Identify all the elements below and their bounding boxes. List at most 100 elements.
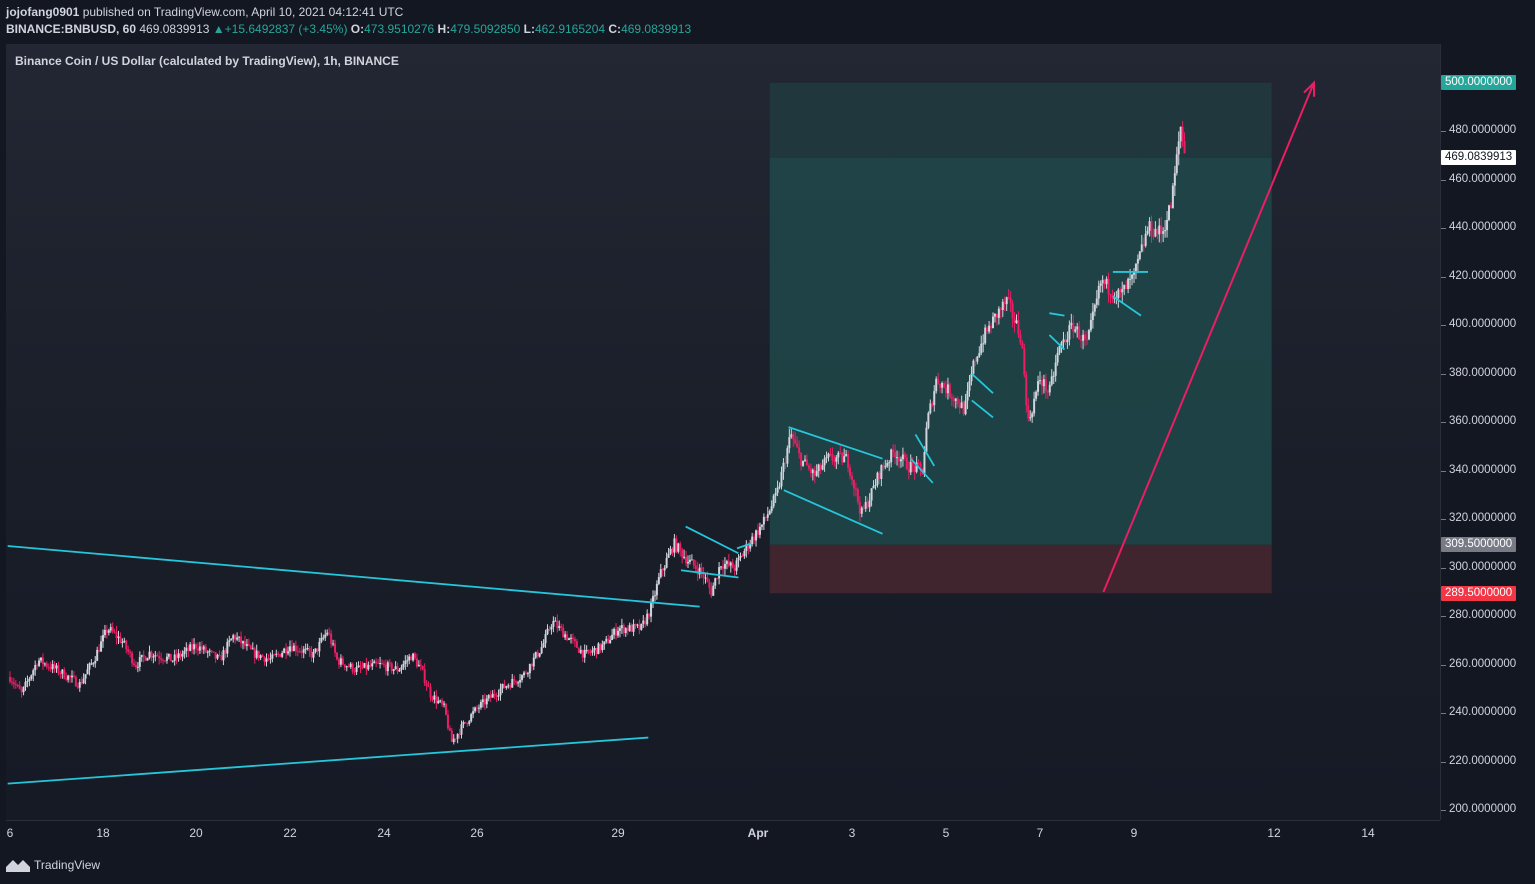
candle-body xyxy=(636,624,639,626)
candle-body xyxy=(1005,297,1008,305)
candle-body xyxy=(189,644,192,651)
candle-body xyxy=(210,650,213,652)
candle-body xyxy=(663,567,666,571)
candle-body xyxy=(300,651,303,653)
trendline xyxy=(685,525,739,555)
candle-body xyxy=(74,676,77,687)
candle-body xyxy=(655,583,658,596)
candle-body xyxy=(277,653,280,655)
candle-body xyxy=(605,638,608,642)
candle-body xyxy=(626,628,629,632)
candle-body xyxy=(1025,374,1028,406)
candle-body xyxy=(71,675,73,678)
candle-body xyxy=(1105,278,1108,285)
candle-body xyxy=(92,663,95,665)
candle-body xyxy=(945,387,947,394)
candle-body xyxy=(179,653,182,657)
candle-body xyxy=(1007,297,1010,299)
price-tick-mark xyxy=(1441,519,1446,521)
candle-body xyxy=(96,649,99,661)
candle-body xyxy=(868,500,871,508)
candle-body xyxy=(218,654,221,656)
candle-body xyxy=(216,654,219,659)
candle-body xyxy=(1113,298,1116,300)
candle-body xyxy=(142,654,145,657)
candle-body xyxy=(441,700,444,705)
candle-body xyxy=(1119,289,1122,293)
candle-body xyxy=(886,463,889,467)
candle-body xyxy=(929,403,932,414)
candle-body xyxy=(595,647,598,655)
candle-body xyxy=(1164,230,1167,232)
candle-body xyxy=(279,654,282,657)
candle-body xyxy=(224,650,227,654)
candle-body xyxy=(45,663,48,667)
candle-body xyxy=(708,581,711,588)
candle-body xyxy=(1023,348,1026,375)
candle-body xyxy=(1001,301,1004,310)
author-name[interactable]: jojofang0901 xyxy=(6,5,80,19)
candle-body xyxy=(12,682,15,685)
candle-body xyxy=(443,703,446,705)
candle-body xyxy=(302,649,305,653)
candle-body xyxy=(371,663,374,667)
candle-body xyxy=(406,660,409,662)
time-axis[interactable]: 6 18 20 22 24 26 29 Apr 3 5 7 9 12 14 xyxy=(6,820,1440,847)
candle-body xyxy=(919,463,922,469)
candle-body xyxy=(768,511,771,515)
chart-title: Binance Coin / US Dollar (calculated by … xyxy=(15,54,399,68)
candle-body xyxy=(255,650,258,658)
candle-body xyxy=(634,624,637,626)
candle-body xyxy=(552,620,555,627)
candle-body xyxy=(1039,380,1041,382)
candle-body xyxy=(811,469,814,474)
footer: TradingView xyxy=(6,856,100,874)
candle-body xyxy=(905,457,908,470)
candle-body xyxy=(536,651,539,657)
candle-body xyxy=(1054,362,1057,376)
candle-body xyxy=(1121,289,1124,293)
candle-body xyxy=(807,465,810,469)
candle-body xyxy=(704,577,707,579)
candle-body xyxy=(718,567,721,579)
candle-body xyxy=(36,665,39,667)
candle-body xyxy=(69,675,72,678)
target-zone-upper xyxy=(769,82,1272,158)
candle-body xyxy=(950,397,953,399)
candle-body xyxy=(1117,289,1120,298)
candle-body xyxy=(683,556,686,558)
candle-body xyxy=(283,648,286,653)
candle-body xyxy=(363,663,366,668)
candle-body xyxy=(611,634,614,640)
candle-body xyxy=(20,689,23,693)
candle-body xyxy=(575,641,578,648)
candle-body xyxy=(589,652,592,654)
candle-body xyxy=(956,398,959,405)
candle-body xyxy=(735,560,738,571)
candle-body xyxy=(722,566,724,569)
candle-body xyxy=(90,663,93,665)
candle-body xyxy=(49,667,52,670)
candle-body xyxy=(121,641,124,643)
candle-body xyxy=(1099,283,1102,286)
candle-body xyxy=(414,653,416,659)
candle-body xyxy=(630,624,633,632)
candle-body xyxy=(404,660,407,664)
tradingview-logo-icon xyxy=(6,860,30,872)
trendline xyxy=(1112,295,1142,317)
candle-body xyxy=(766,514,769,518)
candle-body xyxy=(222,650,225,661)
candle-body xyxy=(1062,339,1065,343)
candle-body xyxy=(290,646,293,652)
candle-body xyxy=(990,325,993,329)
candle-body xyxy=(835,457,838,462)
candle-body xyxy=(497,695,500,697)
candle-body xyxy=(530,663,533,667)
candle-body xyxy=(688,559,691,562)
candle-body xyxy=(158,656,161,659)
candle-body xyxy=(532,657,535,667)
footer-brand[interactable]: TradingView xyxy=(34,858,101,872)
candle-body xyxy=(1148,221,1151,231)
candle-body xyxy=(107,630,110,633)
